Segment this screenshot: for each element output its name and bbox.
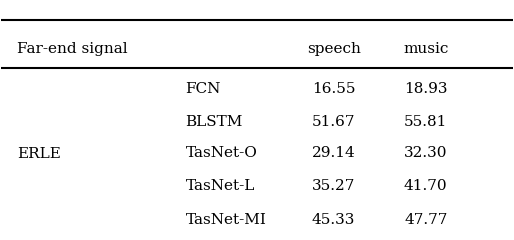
Text: Far-end signal: Far-end signal — [17, 42, 127, 56]
Text: TasNet-O: TasNet-O — [186, 146, 258, 160]
Text: 18.93: 18.93 — [404, 82, 448, 96]
Text: TasNet-MI: TasNet-MI — [186, 213, 266, 227]
Text: 47.77: 47.77 — [404, 213, 447, 227]
Text: 35.27: 35.27 — [312, 180, 355, 193]
Text: TasNet-L: TasNet-L — [186, 180, 255, 193]
Text: 41.70: 41.70 — [404, 180, 448, 193]
Text: speech: speech — [307, 42, 361, 56]
Text: 55.81: 55.81 — [404, 115, 447, 129]
Text: 29.14: 29.14 — [312, 146, 356, 160]
Text: 32.30: 32.30 — [404, 146, 448, 160]
Text: music: music — [403, 42, 448, 56]
Text: 45.33: 45.33 — [312, 213, 355, 227]
Text: 51.67: 51.67 — [312, 115, 356, 129]
Text: 16.55: 16.55 — [312, 82, 356, 96]
Text: FCN: FCN — [186, 82, 221, 96]
Text: ERLE: ERLE — [17, 147, 61, 161]
Text: BLSTM: BLSTM — [186, 115, 243, 129]
